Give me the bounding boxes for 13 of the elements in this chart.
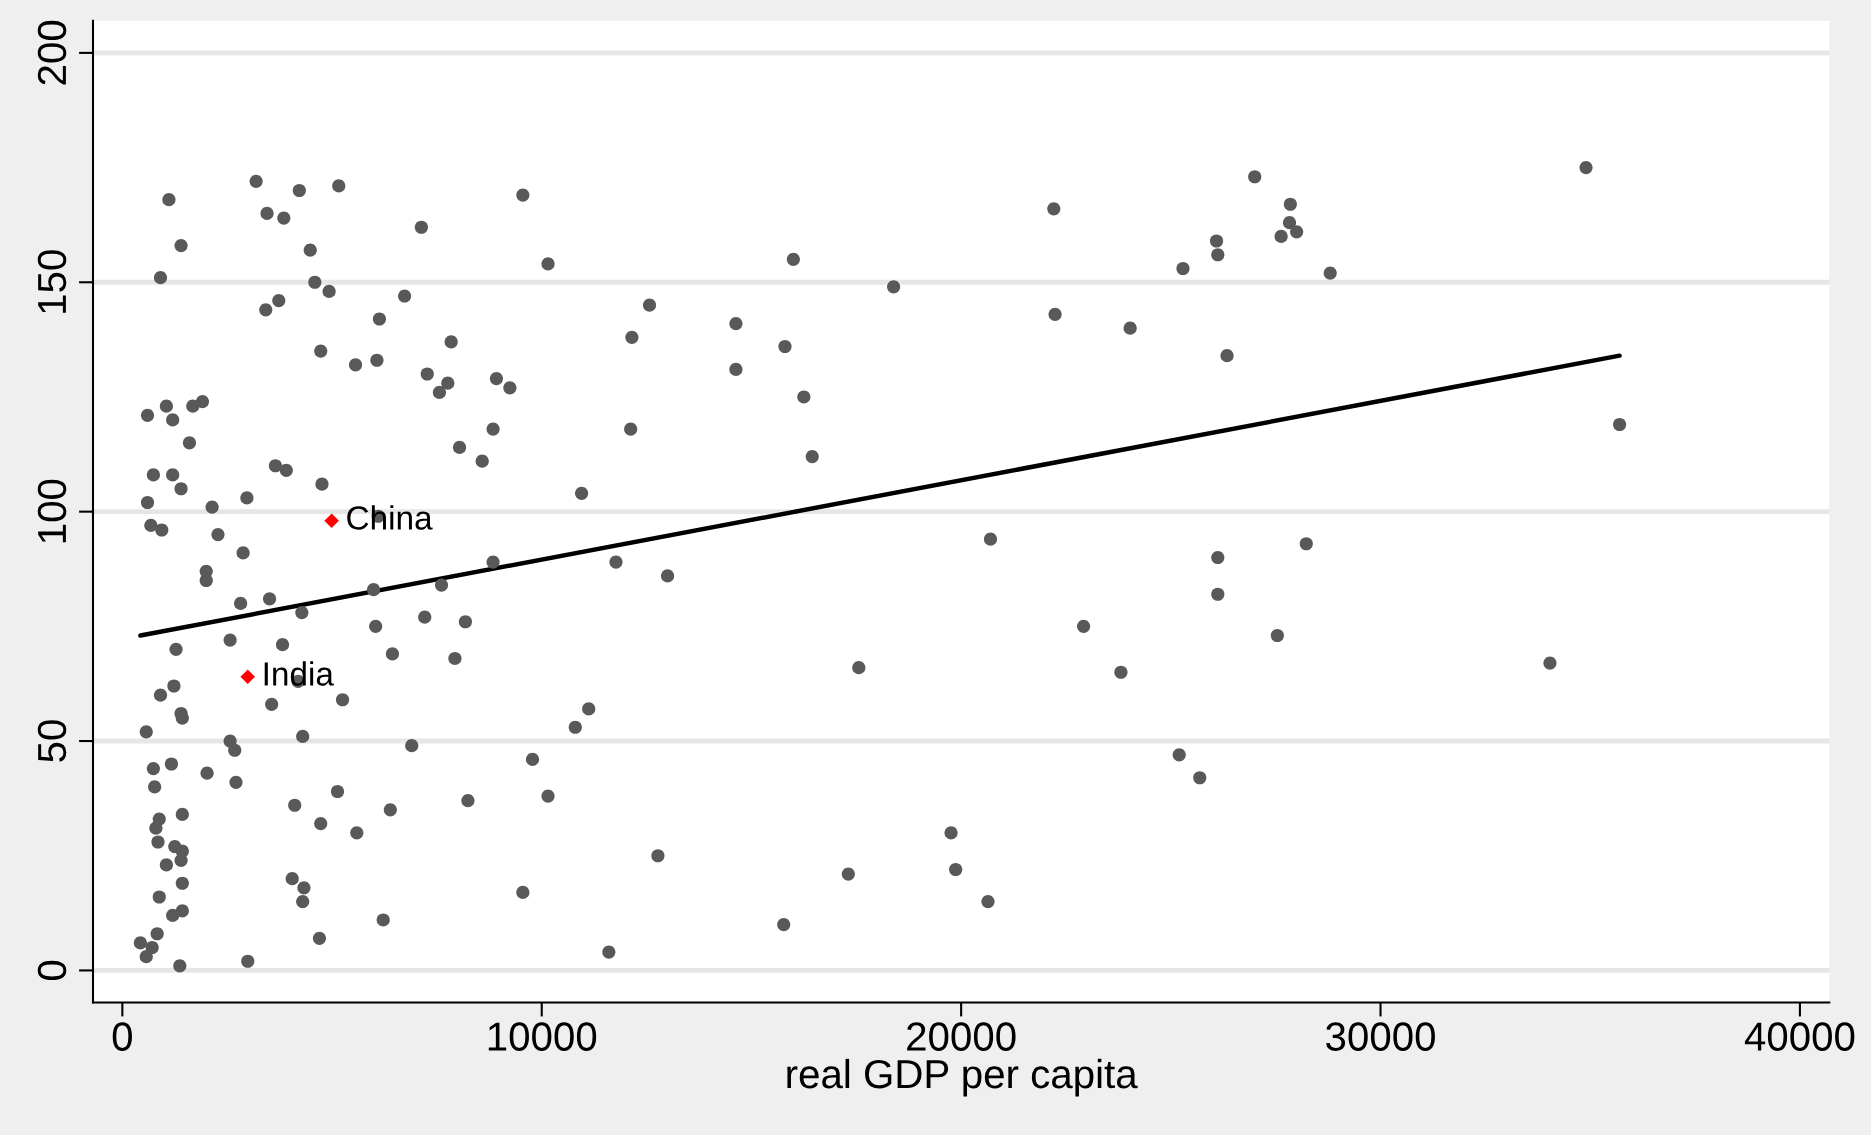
annotation: China xyxy=(347,505,433,530)
x-tick-label: 40000 xyxy=(1744,1022,1855,1051)
x-tick-label: 20000 xyxy=(907,1022,1016,1051)
y-tick-label: 100 xyxy=(37,479,67,543)
annotation: India xyxy=(264,661,334,686)
x-tick-label: 10000 xyxy=(488,1022,597,1051)
x-tick-label: 30000 xyxy=(1326,1022,1435,1051)
x-axis-title: real GDP per capita xyxy=(787,1058,1138,1097)
x-tick-label: 0 xyxy=(112,1022,132,1051)
y-tick-label: 150 xyxy=(37,250,67,313)
y-tick-label: 200 xyxy=(37,20,67,85)
y-tick-label: 50 xyxy=(37,720,67,762)
y-tick-label: 0 xyxy=(37,960,67,981)
